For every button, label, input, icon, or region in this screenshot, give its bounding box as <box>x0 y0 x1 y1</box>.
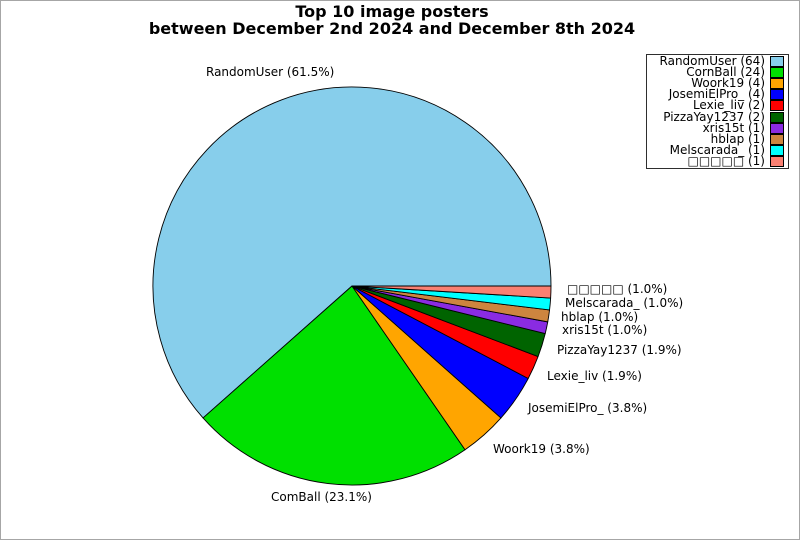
legend-swatch-josemielpro <box>770 89 784 101</box>
legend-row-melscarada: Melscarada_ (1) <box>651 142 784 157</box>
slice-label-unknown-9: □□□□□ (1.0%) <box>567 282 668 296</box>
legend-swatch-xris15t <box>770 122 784 134</box>
legend-swatch-unknown-9 <box>770 155 784 167</box>
legend-swatch-pizzayay1237 <box>770 111 784 123</box>
legend-row-pizzayay1237: PizzaYay1237 (2) <box>651 109 784 124</box>
legend-swatch-woork19 <box>770 78 784 90</box>
legend-row-woork19: Woork19 (4) <box>651 76 784 91</box>
legend-label: RandomUser (64) <box>659 54 765 69</box>
legend-row-josemielpro: JosemiElPro_ (4) <box>651 87 784 102</box>
slice-label-pizzayay1237: PizzaYay1237 (1.9%) <box>557 343 682 357</box>
legend-label: PizzaYay1237 (2) <box>663 109 765 124</box>
chart-title-line2: between December 2nd 2024 and December 8… <box>148 18 636 38</box>
legend-row-cornball: CornBall (24) <box>651 65 784 80</box>
slice-label-xris15t: xris15t (1.0%) <box>562 323 648 337</box>
slice-label-woork19: Woork19 (3.8%) <box>493 442 590 456</box>
legend: RandomUser (64) CornBall (24) Woork19 (4) J… <box>646 54 789 169</box>
slice-label-josemielpro: JosemiElPro_ (3.8%) <box>528 401 648 415</box>
legend-label: □□□□□ (1) <box>687 153 765 168</box>
legend-row-randomuser: RandomUser (64) <box>651 54 784 69</box>
legend-row-xris15t: xris15t (1) <box>651 120 784 135</box>
legend-row-unknown-9: □□□□□ (1) <box>651 153 784 168</box>
legend-label: hblap (1) <box>710 131 765 146</box>
legend-label: JosemiElPro_ (4) <box>668 87 765 102</box>
legend-row-hblap: hblap (1) <box>651 131 784 146</box>
slice-label-melscarada: Melscarada_ (1.0%) <box>565 296 684 310</box>
legend-label: Melscarada_ (1) <box>669 142 765 157</box>
legend-label: Lexie_liv (2) <box>692 98 765 113</box>
legend-row-lexie-liv: Lexie_liv (2) <box>651 98 784 113</box>
legend-swatch-melscarada <box>770 144 784 156</box>
chart-title-line1: Top 10 image posters <box>295 2 489 21</box>
slice-label-hblap: hblap (1.0%) <box>561 310 639 324</box>
legend-label: Woork19 (4) <box>691 76 765 91</box>
legend-swatch-hblap <box>770 133 784 145</box>
pie-slice-randomuser <box>152 86 552 419</box>
legend-swatch-randomuser <box>770 56 784 68</box>
chart-title: Top 10 image posters between December 2n… <box>1 2 783 38</box>
slice-label-lexie-liv: Lexie_liv (1.9%) <box>547 369 642 383</box>
pie-slice-cornball <box>202 285 466 486</box>
legend-swatch-lexie-liv <box>770 100 784 112</box>
legend-label: CornBall (24) <box>686 65 765 80</box>
legend-label: xris15t (1) <box>702 120 765 135</box>
pie-slice-unknown-9 <box>351 285 552 299</box>
slice-label-randomuser: RandomUser (61.5%) <box>206 65 335 79</box>
slice-label-cornball: ComBall (23.1%) <box>271 490 372 504</box>
legend-swatch-cornball <box>770 67 784 79</box>
